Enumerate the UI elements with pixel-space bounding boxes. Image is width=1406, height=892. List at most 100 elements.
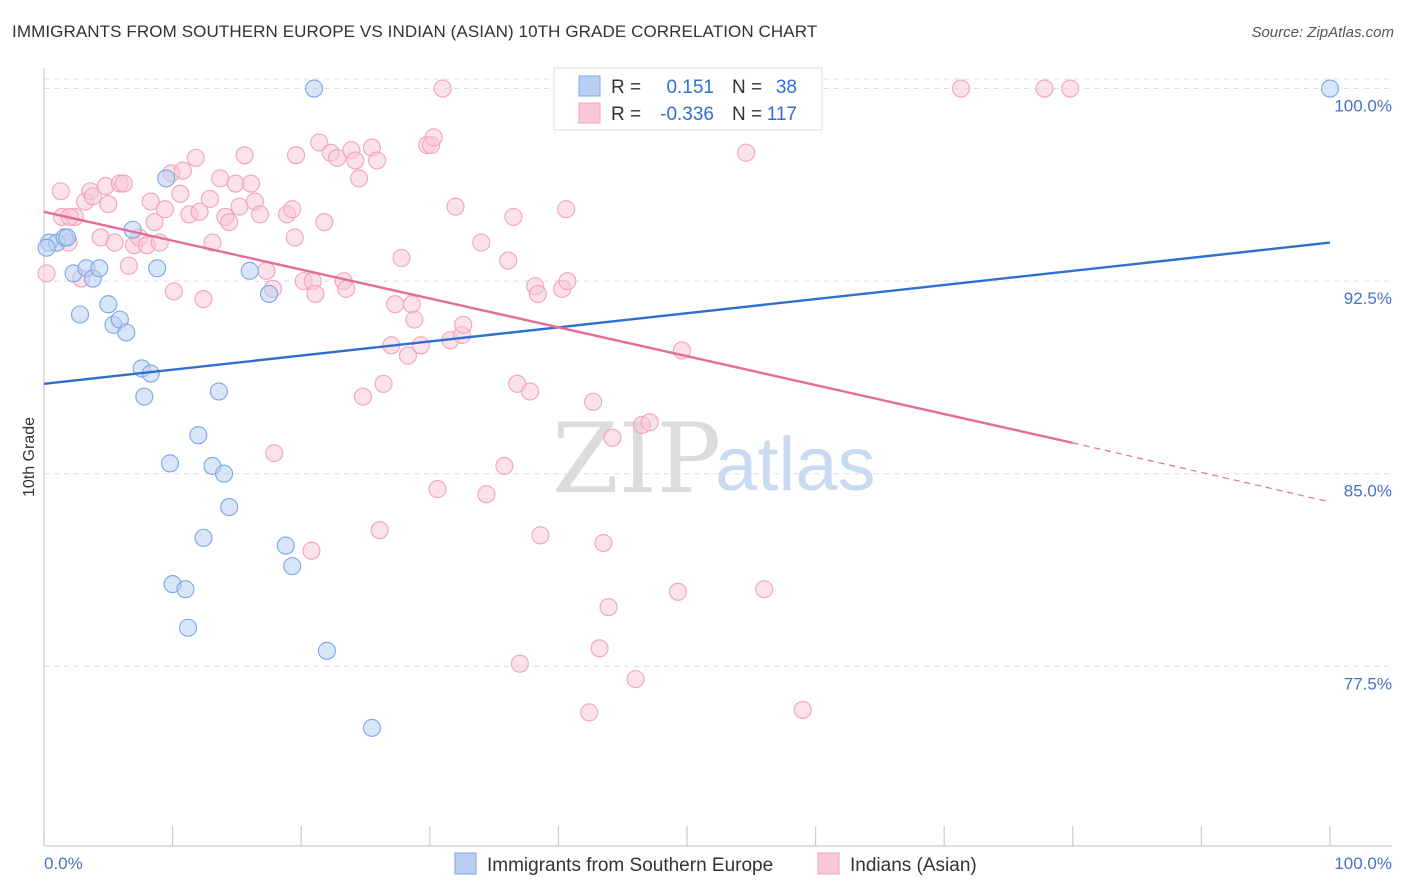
data-point: [171, 184, 190, 203]
chart-title: IMMIGRANTS FROM SOUTHERN EUROPE VS INDIA…: [12, 22, 818, 41]
legend-swatch-blue: [578, 75, 601, 97]
data-point: [265, 444, 284, 463]
data-point: [155, 200, 174, 219]
trend-line-blue: [43, 241, 1331, 386]
data-point: [626, 670, 645, 689]
data-point: [599, 598, 618, 617]
data-point: [793, 700, 812, 719]
watermark: ZIP atlas: [552, 403, 876, 515]
data-point: [402, 295, 421, 314]
data-point: [310, 133, 329, 152]
data-point: [117, 323, 136, 342]
data-point: [446, 197, 465, 216]
y-tick-label: 77.5%: [1344, 674, 1392, 693]
data-point: [145, 213, 164, 232]
data-point: [472, 233, 491, 252]
data-point: [226, 174, 245, 193]
data-point: [1035, 79, 1054, 98]
data-point: [521, 382, 540, 401]
data-point: [317, 641, 336, 660]
data-point: [424, 128, 443, 147]
data-point: [194, 528, 213, 547]
data-point: [755, 580, 774, 599]
data-point: [37, 264, 56, 283]
data-point: [392, 248, 411, 268]
data-point: [405, 310, 424, 329]
data-point: [37, 238, 56, 257]
x-tick-label-max: 100.0%: [1334, 854, 1392, 873]
legend-r-value-1: 0.151: [666, 77, 714, 98]
legend-n-label-1: N =: [732, 77, 762, 98]
y-tick-label: 92.5%: [1344, 289, 1392, 308]
trend-line-pink: [43, 210, 1074, 445]
data-point: [189, 426, 208, 445]
data-point: [99, 195, 118, 214]
data-point: [528, 284, 547, 304]
y-tick-label: 100.0%: [1334, 97, 1392, 116]
data-point: [148, 259, 167, 278]
data-point: [241, 174, 261, 193]
data-point: [477, 485, 496, 504]
data-point: [114, 174, 133, 193]
data-point: [428, 480, 447, 499]
data-point: [398, 346, 417, 365]
data-point: [259, 284, 279, 304]
data-point: [305, 79, 324, 98]
data-point: [178, 618, 198, 637]
y-tick-labels: 77.5% 85.0% 92.5% 100.0%: [1334, 97, 1392, 694]
data-point: [240, 261, 259, 280]
data-point: [276, 536, 295, 555]
data-point: [668, 582, 688, 601]
data-point: [370, 521, 389, 540]
data-point: [640, 413, 659, 432]
data-point: [584, 392, 603, 411]
source-label: Source: ZipAtlas.com: [1251, 24, 1394, 41]
data-point: [176, 580, 195, 599]
data-point: [203, 233, 222, 252]
x-ticks: [43, 826, 1331, 846]
data-point: [135, 387, 154, 406]
data-point: [951, 79, 970, 98]
data-point: [603, 428, 622, 447]
data-point: [164, 282, 183, 301]
data-point: [454, 315, 473, 334]
data-point: [105, 233, 124, 252]
data-point: [499, 251, 518, 270]
bottom-legend-label-pink: Indians (Asian): [850, 855, 977, 876]
data-point: [186, 148, 205, 167]
data-point: [58, 228, 77, 247]
data-point: [83, 187, 102, 206]
trend-lines: [43, 210, 1331, 503]
y-axis-label: 10th Grade: [21, 417, 38, 497]
data-point: [504, 207, 523, 226]
data-point: [287, 146, 306, 165]
x-tick-label-min: 0.0%: [44, 854, 83, 873]
legend-r-value-2: -0.336: [660, 104, 714, 125]
data-point: [510, 654, 529, 673]
series-legend: Immigrants from Southern Europe Indians …: [454, 852, 977, 876]
gridlines: [44, 78, 1392, 667]
data-point: [250, 205, 270, 224]
data-point: [531, 526, 550, 545]
data-point: [211, 169, 230, 188]
series-immigrants-southern-europe: [37, 79, 1340, 737]
legend-n-value-2: 117: [767, 104, 797, 125]
data-point: [374, 374, 393, 393]
data-point: [235, 146, 254, 165]
data-point: [350, 169, 369, 188]
legend-r-label-2: R =: [611, 104, 641, 125]
data-point: [495, 456, 514, 476]
y-tick-label: 85.0%: [1344, 482, 1392, 501]
data-point: [594, 533, 613, 553]
data-point: [257, 261, 276, 280]
data-point: [346, 151, 365, 170]
data-point: [580, 703, 599, 722]
data-point: [157, 169, 176, 188]
bottom-legend-swatch-blue: [454, 852, 477, 875]
legend-n-value-1: 38: [776, 77, 797, 98]
data-point: [194, 290, 213, 309]
data-point: [285, 228, 304, 247]
data-point: [368, 151, 387, 170]
data-point: [90, 259, 109, 278]
